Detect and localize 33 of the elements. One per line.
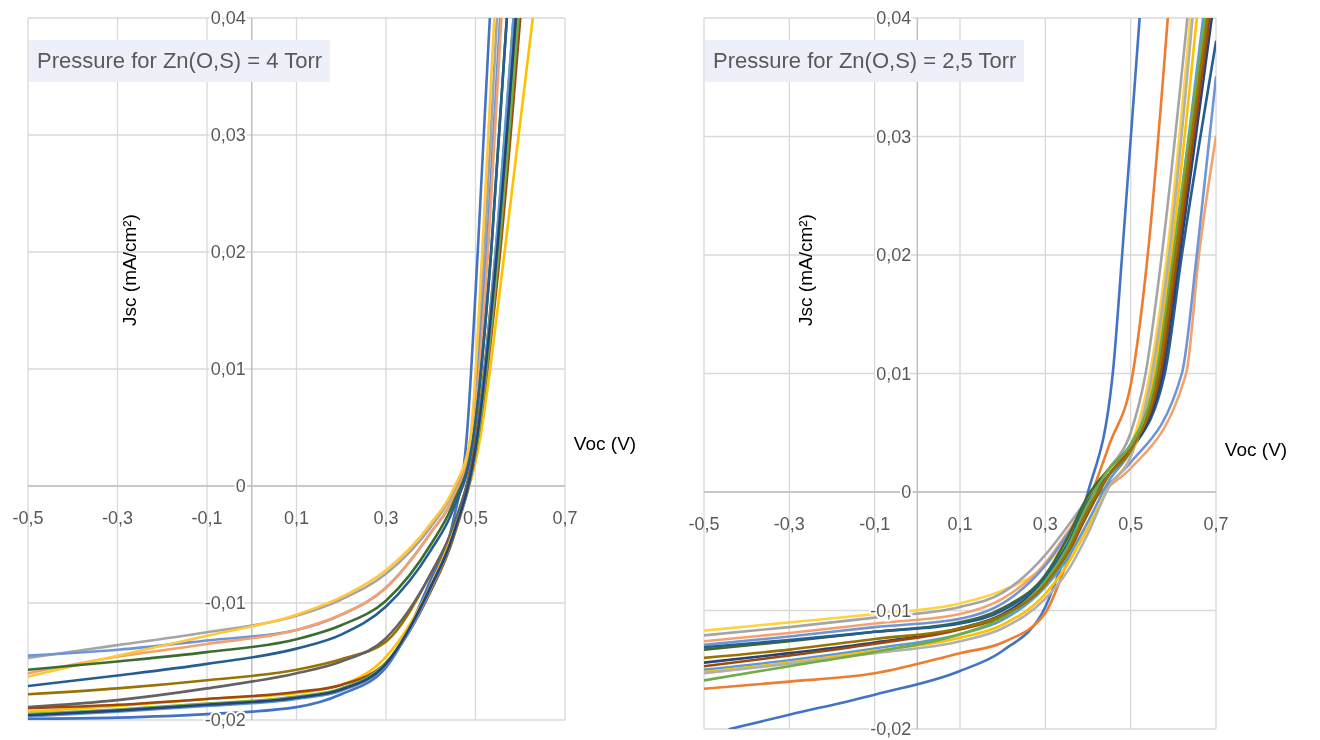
x-axis-title: Voc (V): [1224, 439, 1288, 461]
y-tick-label: -0,02: [870, 719, 912, 739]
y-tick-label: -0,01: [204, 593, 246, 613]
y-axis-title: Jsc (mA/cm²): [119, 214, 141, 326]
x-tick-label: 0,1: [283, 508, 310, 528]
x-tick-label: -0,1: [191, 508, 223, 528]
x-tick-label: 0,5: [1118, 514, 1144, 534]
x-tick-label: 0,3: [1032, 514, 1058, 534]
x-tick-label: -0,1: [859, 514, 891, 534]
y-tick-label: 0,02: [876, 245, 912, 265]
x-tick-label: 0,7: [1203, 514, 1229, 534]
y-tick-label: 0,01: [876, 363, 912, 384]
y-tick-label: 0,04: [876, 8, 912, 28]
y-tick-label: 0,03: [876, 126, 912, 147]
y-tick-label: 0,01: [210, 359, 246, 379]
y-tick-label: 0,02: [210, 242, 246, 262]
x-tick-label: -0,3: [773, 514, 805, 534]
y-tick-label: 0,03: [210, 125, 246, 145]
annotation: Pressure for Zn(O,S) = 2,5 Torr: [705, 40, 1025, 82]
y-tick-label: 0,04: [210, 8, 246, 28]
x-tick-label: 0,5: [462, 508, 489, 528]
y-tick-label: -0,02: [204, 710, 246, 730]
y-tick-label: 0: [235, 476, 246, 496]
annotation: Pressure for Zn(O,S) = 4 Torr: [29, 40, 331, 82]
y-tick-label: 0: [901, 482, 912, 502]
x-tick-label: 0,1: [947, 514, 973, 534]
x-tick-label: -0,5: [688, 514, 720, 534]
y-axis-title: Jsc (mA/cm²): [795, 214, 817, 326]
x-tick-label: 0,3: [373, 508, 399, 528]
x-tick-label: -0,3: [101, 508, 134, 528]
x-tick-label: -0,5: [12, 508, 44, 528]
x-axis-title: Voc (V): [573, 433, 637, 455]
x-tick-label: 0,7: [552, 508, 578, 528]
